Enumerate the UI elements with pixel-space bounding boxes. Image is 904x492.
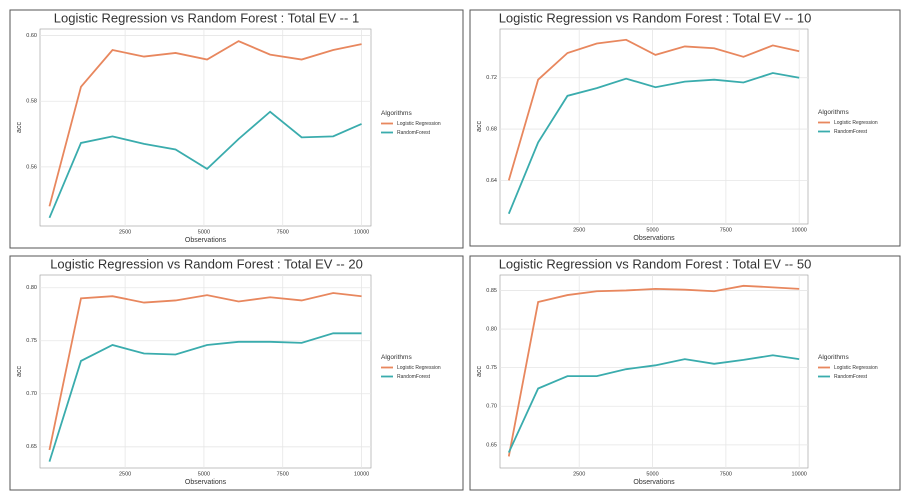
x-tick-label: 7500 — [720, 227, 732, 233]
plot-area — [39, 28, 372, 227]
x-tick-label: 2500 — [573, 471, 585, 477]
x-tick-label: 7500 — [277, 229, 289, 235]
x-tick-label: 2500 — [573, 227, 585, 233]
y-tick-label: 0.60 — [26, 33, 37, 39]
series-line — [507, 38, 800, 181]
legend-label: Logistic Regression — [397, 121, 441, 127]
x-axis-label: Observations — [185, 479, 227, 486]
series-line — [48, 332, 362, 462]
y-tick-label: 0.65 — [26, 444, 37, 450]
y-tick-label: 0.70 — [26, 391, 37, 397]
chart-title: Logistic Regression vs Random Forest : T… — [499, 256, 812, 271]
series-line — [507, 354, 800, 453]
x-tick-label: 5000 — [198, 471, 210, 477]
series-line — [48, 110, 362, 219]
y-tick-label: 0.75 — [486, 365, 497, 371]
legend-title: Algorithms — [818, 354, 849, 361]
series-line — [48, 292, 362, 451]
x-tick-label: 7500 — [720, 471, 732, 477]
x-tick-label: 7500 — [277, 471, 289, 477]
legend-title: Algorithms — [818, 109, 849, 116]
x-tick-label: 10000 — [354, 471, 369, 477]
y-tick-label: 0.58 — [26, 99, 37, 105]
plot-area — [39, 274, 372, 469]
legend-label: RandomForest — [397, 130, 431, 136]
x-tick-label: 10000 — [792, 471, 807, 477]
series-line — [507, 72, 800, 215]
x-axis-label: Observations — [633, 235, 675, 242]
legend-label: RandomForest — [397, 374, 431, 380]
series-line — [48, 40, 362, 207]
x-tick-label: 2500 — [119, 229, 131, 235]
y-axis-label: acc — [16, 366, 23, 377]
y-tick-label: 0.64 — [486, 178, 497, 184]
chart-title: Logistic Regression vs Random Forest : T… — [54, 10, 359, 25]
y-tick-label: 0.68 — [486, 127, 497, 133]
plot-area — [499, 28, 809, 225]
x-tick-label: 5000 — [646, 227, 658, 233]
plot-area — [499, 274, 809, 469]
legend-title: Algorithms — [381, 110, 412, 117]
y-tick-label: 0.65 — [486, 442, 497, 448]
legend-label: Logistic Regression — [397, 365, 441, 371]
x-tick-label: 10000 — [792, 227, 807, 233]
x-tick-label: 5000 — [198, 229, 210, 235]
x-axis-label: Observations — [633, 479, 675, 486]
y-tick-label: 0.70 — [486, 404, 497, 410]
y-tick-label: 0.56 — [26, 164, 37, 170]
y-axis-label: acc — [476, 366, 483, 377]
y-axis-label: acc — [476, 121, 483, 132]
series-line — [507, 284, 800, 457]
y-tick-label: 0.80 — [26, 285, 37, 291]
y-tick-label: 0.72 — [486, 75, 497, 81]
y-axis-label: acc — [16, 122, 23, 133]
legend-label: RandomForest — [834, 129, 868, 135]
legend-label: Logistic Regression — [834, 120, 878, 126]
chart-title: Logistic Regression vs Random Forest : T… — [50, 256, 363, 271]
legend-label: Logistic Regression — [834, 365, 878, 371]
x-tick-label: 5000 — [646, 471, 658, 477]
legend-title: Algorithms — [381, 354, 412, 361]
x-tick-label: 2500 — [119, 471, 131, 477]
chart-title: Logistic Regression vs Random Forest : T… — [499, 10, 812, 25]
x-axis-label: Observations — [185, 237, 227, 244]
x-tick-label: 10000 — [354, 229, 369, 235]
y-tick-label: 0.80 — [486, 326, 497, 332]
y-tick-label: 0.75 — [26, 338, 37, 344]
y-tick-label: 0.85 — [486, 288, 497, 294]
legend-label: RandomForest — [834, 374, 868, 380]
